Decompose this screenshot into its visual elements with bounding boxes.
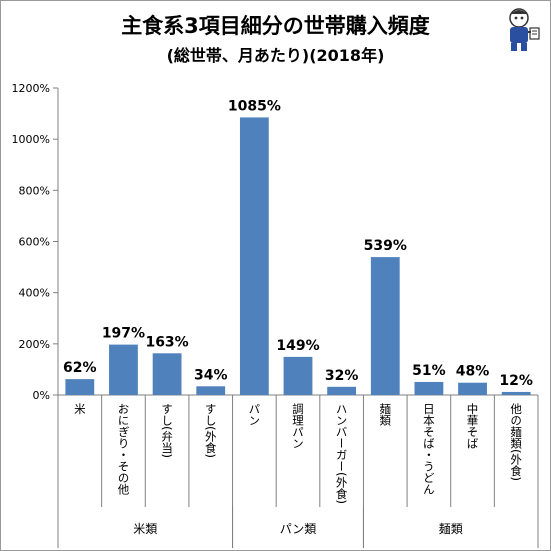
bar	[283, 356, 313, 395]
data-label: 32%	[325, 368, 359, 384]
bar	[458, 382, 487, 395]
x-tick-label: 中華そば	[466, 403, 480, 449]
data-label: 1085%	[228, 98, 281, 114]
x-tick-label: 他の麺類(外食)	[509, 403, 523, 481]
y-tick-label: 600%	[19, 236, 50, 249]
bar	[414, 381, 444, 395]
data-label: 197%	[102, 326, 145, 342]
bar	[327, 386, 357, 395]
bar	[239, 117, 269, 395]
x-tick-label: 調理パン	[291, 402, 305, 449]
data-label: 12%	[499, 373, 533, 389]
data-label: 48%	[456, 364, 490, 380]
x-tick-label: おにぎり・その他	[116, 403, 130, 495]
bar	[370, 257, 400, 395]
y-tick-label: 1000%	[12, 133, 50, 146]
y-tick-label: 0%	[33, 389, 50, 402]
y-tick-label: 800%	[19, 184, 50, 197]
x-tick-label: 米	[73, 403, 87, 415]
group-label: 麺類	[439, 522, 463, 536]
chart-subtitle: (総世帯、月あたり)(2018年)	[166, 46, 385, 65]
bar	[196, 386, 226, 395]
bar	[152, 353, 182, 395]
bar	[109, 344, 138, 395]
data-label: 163%	[145, 334, 188, 350]
x-tick-label: すし(外食)	[204, 403, 218, 458]
chart-title: 主食系3項目細分の世帯購入頻度	[121, 14, 430, 38]
x-tick-label: パン	[247, 403, 261, 426]
data-label: 539%	[364, 238, 407, 254]
data-label: 51%	[412, 363, 446, 379]
group-label: パン類	[280, 522, 317, 536]
x-tick-label: 日本そば・うどん	[422, 403, 436, 495]
y-tick-label: 400%	[19, 287, 50, 300]
x-tick-label: 麺類	[378, 403, 392, 427]
data-label: 62%	[63, 360, 97, 376]
bar	[65, 379, 95, 395]
x-tick-label: すし(弁当)	[160, 403, 174, 458]
group-label: 米類	[133, 522, 157, 536]
data-label: 34%	[194, 367, 228, 383]
x-tick-label: ハンバーガー(外食)	[335, 403, 349, 504]
y-tick-label: 1200%	[12, 82, 50, 95]
bar	[501, 391, 531, 395]
mascot-icon	[509, 8, 540, 51]
data-label: 149%	[276, 338, 319, 354]
y-tick-label: 200%	[19, 338, 50, 351]
